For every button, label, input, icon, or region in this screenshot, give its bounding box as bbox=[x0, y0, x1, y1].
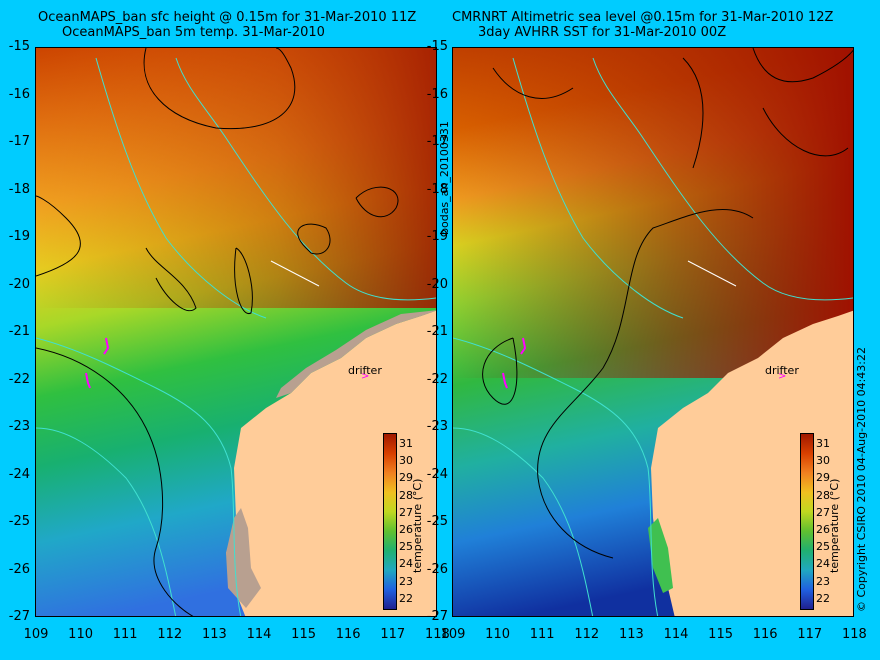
y-tick-label: -16 bbox=[426, 86, 448, 102]
y-tick-label: -22 bbox=[8, 371, 30, 387]
y-tick-label: -21 bbox=[8, 324, 30, 339]
colorbar-tick-label: 23 bbox=[816, 574, 830, 588]
x-tick-label: 118 bbox=[841, 627, 867, 642]
left-colorbar bbox=[383, 433, 397, 610]
y-tick-label: -24 bbox=[8, 466, 30, 482]
colorbar-tick-label: 27 bbox=[399, 505, 413, 519]
x-tick-label: 114 bbox=[246, 627, 272, 642]
y-tick-label: -16 bbox=[8, 86, 30, 102]
y-tick-label: -26 bbox=[426, 561, 448, 577]
colorbar-tick-label: 28 bbox=[399, 488, 413, 502]
x-tick-label: 118 bbox=[424, 627, 450, 642]
colorbar-tick-label: 23 bbox=[399, 574, 413, 588]
x-tick-label: 117 bbox=[797, 627, 823, 642]
y-tick-label: -27 bbox=[426, 609, 448, 624]
right-map-svg: > bbox=[453, 48, 853, 616]
right-ssh-contours bbox=[482, 48, 853, 559]
colorbar-tick-label: 25 bbox=[816, 540, 830, 554]
colorbar-tick-label: 26 bbox=[816, 523, 830, 536]
svg-text:>: > bbox=[778, 371, 786, 382]
y-tick-label: -25 bbox=[426, 514, 448, 529]
x-tick-label: 116 bbox=[752, 627, 778, 642]
y-tick-label: -18 bbox=[8, 181, 30, 197]
colorbar-tick-label: 25 bbox=[399, 540, 413, 554]
y-tick-label: -17 bbox=[8, 134, 30, 149]
x-tick-label: 113 bbox=[618, 627, 644, 642]
right-bathymetry bbox=[453, 57, 853, 616]
x-tick-label: 115 bbox=[708, 627, 733, 642]
colorbar-tick-label: 27 bbox=[816, 505, 830, 519]
colorbar-tick-label: 22 bbox=[399, 591, 413, 605]
x-tick-label: 113 bbox=[201, 627, 227, 642]
left-ssh-contours bbox=[36, 48, 399, 616]
right-drifter-track-1 bbox=[520, 337, 527, 355]
right-map-panel[interactable]: > drifter 31 30 29 28 27 26 25 24 23 22 temperatu… bbox=[452, 47, 854, 617]
colorbar-tick-label: 29 bbox=[399, 471, 413, 485]
y-tick-label: -15 bbox=[426, 39, 448, 54]
y-tick-label: -19 bbox=[8, 229, 30, 244]
y-tick-label: -27 bbox=[8, 609, 30, 624]
x-tick-label: 112 bbox=[574, 627, 600, 642]
x-tick-label: 111 bbox=[529, 627, 555, 642]
right-drifter-track-2 bbox=[502, 372, 508, 389]
left-title-line1: OceanMAPS_ban sfc height @ 0.15m for 31-… bbox=[38, 10, 417, 25]
side-label: bodas_an_20100331 bbox=[438, 121, 451, 235]
y-tick-label: -20 bbox=[426, 276, 448, 292]
right-title-line1: CMRNRT Altimetric sea level @0.15m for 3… bbox=[452, 10, 834, 25]
colorbar-tick-label: 28 bbox=[816, 488, 830, 502]
y-tick-label: -22 bbox=[426, 371, 448, 387]
y-tick-label: -23 bbox=[8, 419, 30, 434]
left-map-svg: > bbox=[36, 48, 436, 616]
y-tick-label: -15 bbox=[8, 39, 30, 54]
left-map-panel[interactable]: > drifter 31 30 29 28 27 26 25 24 23 22 temperatu… bbox=[35, 47, 437, 617]
colorbar-tick-label: 31 bbox=[816, 437, 830, 450]
svg-text:>: > bbox=[361, 371, 369, 382]
colorbar-tick-label: 31 bbox=[399, 437, 413, 450]
right-drifter-label: drifter bbox=[765, 364, 799, 377]
left-bathymetry bbox=[36, 57, 436, 616]
y-tick-label: -24 bbox=[426, 466, 448, 482]
y-tick-label: -23 bbox=[426, 419, 448, 434]
colorbar-tick-label: 30 bbox=[816, 454, 830, 468]
left-drifter-track-1 bbox=[103, 337, 110, 355]
left-drifter-label: drifter bbox=[348, 364, 382, 377]
colorbar-tick-label: 26 bbox=[399, 523, 413, 536]
y-tick-label: -18 bbox=[426, 181, 448, 197]
x-tick-label: 111 bbox=[112, 627, 138, 642]
x-tick-label: 116 bbox=[335, 627, 361, 642]
x-tick-label: 115 bbox=[291, 627, 316, 642]
x-tick-label: 114 bbox=[663, 627, 689, 642]
y-tick-label: -20 bbox=[8, 276, 30, 292]
y-tick-label: -21 bbox=[426, 324, 448, 339]
colorbar-tick-label: 24 bbox=[816, 557, 830, 571]
y-tick-label: -25 bbox=[8, 514, 30, 529]
y-tick-label: -26 bbox=[8, 561, 30, 577]
x-tick-label: 110 bbox=[485, 627, 510, 642]
left-title-line2: OceanMAPS_ban 5m temp. 31-Mar-2010 bbox=[62, 25, 325, 40]
x-tick-label: 109 bbox=[23, 627, 49, 642]
right-colorbar-label: temperature (°C) bbox=[828, 478, 841, 573]
x-tick-label: 109 bbox=[440, 627, 466, 642]
x-tick-label: 117 bbox=[380, 627, 406, 642]
y-tick-label: -19 bbox=[426, 229, 448, 244]
colorbar-tick-label: 29 bbox=[816, 471, 830, 485]
right-colorbar bbox=[800, 433, 814, 610]
colorbar-tick-label: 30 bbox=[399, 454, 413, 468]
x-tick-label: 112 bbox=[157, 627, 183, 642]
y-tick-label: -17 bbox=[426, 134, 448, 149]
colorbar-tick-label: 22 bbox=[816, 591, 830, 605]
left-drifter-track-2 bbox=[85, 372, 91, 389]
copyright-label: © Copyright CSIRO 2010 04-Aug-2010 04:43… bbox=[855, 346, 868, 612]
right-title-line2: 3day AVHRR SST for 31-Mar-2010 00Z bbox=[478, 25, 727, 40]
x-tick-label: 110 bbox=[68, 627, 93, 642]
colorbar-tick-label: 24 bbox=[399, 557, 413, 571]
